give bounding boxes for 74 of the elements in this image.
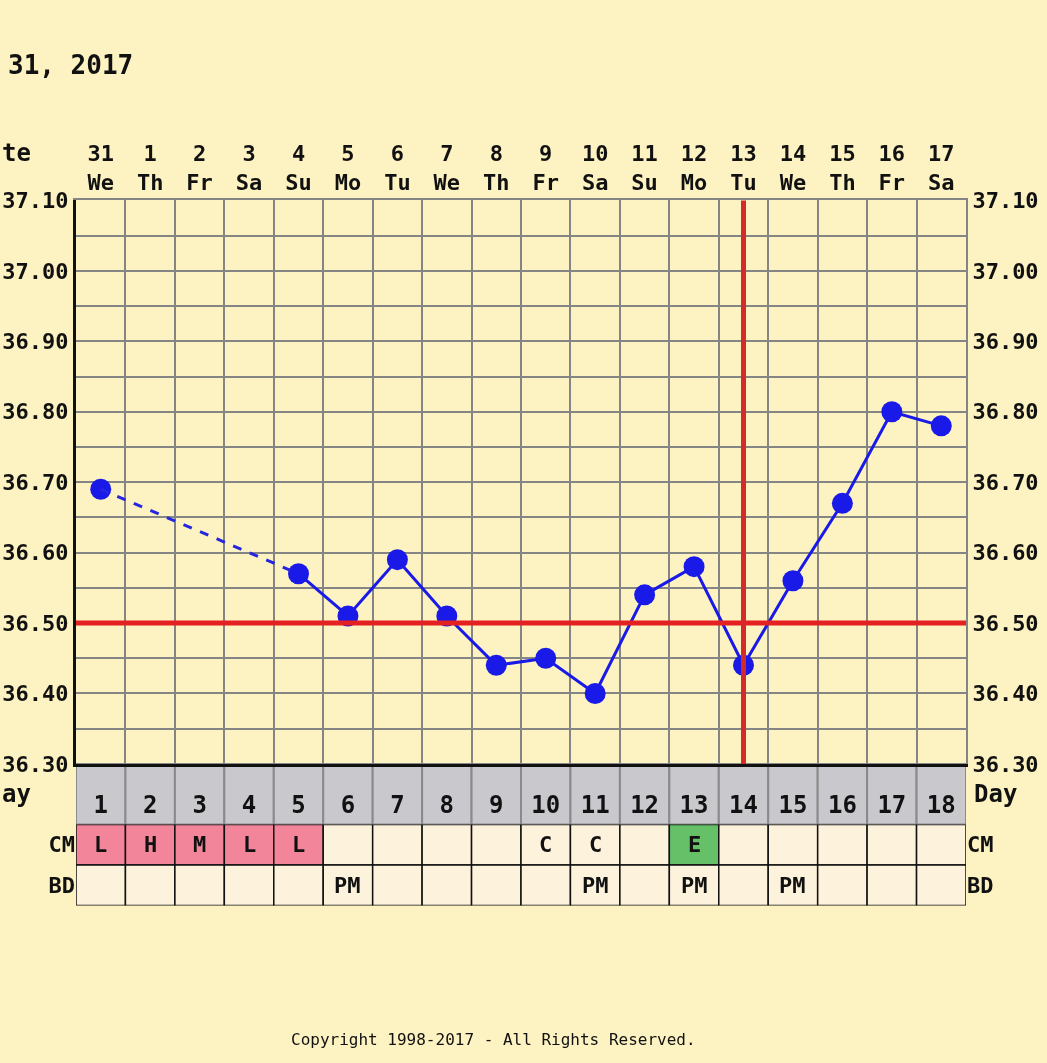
text: PM: [334, 873, 361, 898]
chart-title: 31, 2017: [8, 50, 134, 81]
x2-tick-label: 8: [439, 790, 455, 819]
text: PM: [779, 873, 806, 898]
x2-tick-label: 1: [93, 790, 108, 819]
x-tick-label: 1 Th: [136, 141, 164, 195]
x2-tick-label: 13: [679, 790, 709, 819]
x2-tick-label: 3: [192, 790, 207, 819]
x2-tick-label: 10: [531, 790, 561, 819]
x2-tick-label: 11: [580, 790, 610, 819]
point: [831, 492, 853, 514]
text: L: [292, 832, 306, 857]
y-tick-label: 37.10: [2, 188, 69, 214]
y-tick-label: 36.50: [2, 610, 69, 636]
x2-tick-label: 7: [390, 790, 405, 819]
text: ay: [2, 780, 31, 808]
y-tick-label: 36.40: [2, 681, 69, 707]
text: C: [589, 832, 603, 857]
text: L: [94, 832, 108, 857]
x2-tick-label: 16: [827, 790, 857, 819]
point: [782, 570, 804, 592]
x-tick-label: 8 Th: [483, 141, 510, 195]
x-tick-label: 16 Fr: [878, 141, 906, 195]
x2-tick-label: 6: [340, 790, 356, 819]
text: E: [688, 832, 702, 857]
x2-tick-label: 5: [291, 790, 306, 819]
text: C: [539, 832, 553, 857]
x-tick-label: 7 We: [433, 141, 461, 195]
x2-tick-label: 4: [241, 790, 257, 819]
text: PM: [681, 873, 708, 898]
text: M: [193, 832, 207, 857]
x-tick-label: 14 We: [779, 141, 807, 195]
x-tick-label: 15 Th: [829, 141, 856, 195]
text: PM: [582, 873, 609, 898]
y-tick-label: 36.60: [2, 540, 69, 566]
x-tick-label: 10 Sa: [581, 141, 609, 195]
x2-tick-label: 14: [729, 790, 758, 819]
x2-tick-label: 12: [630, 790, 660, 819]
point: [634, 584, 656, 606]
x-tick-label: 13 Tu: [730, 141, 757, 195]
point: [288, 563, 309, 585]
y-tick-label: 36.80: [2, 399, 69, 425]
text: L: [243, 832, 257, 857]
x2-tick-label: 18: [926, 790, 956, 819]
x2-tick-label: 17: [877, 790, 907, 819]
point: [535, 647, 557, 669]
x-tick-label: 4 Su: [285, 141, 312, 195]
x2-tick-label: 2: [142, 790, 158, 819]
x2-tick-label: 9: [489, 790, 504, 819]
point: [683, 556, 705, 578]
x-tick-label: 12 Mo: [680, 141, 708, 195]
y-tick-label: 36.70: [2, 469, 69, 495]
point: [881, 401, 903, 423]
y-tick-label: 37.00: [2, 258, 69, 284]
x2-axis-title: Day: [974, 780, 1018, 808]
text: Copyright 1998-2017 - All Rights Reserved.: [291, 1030, 696, 1049]
x-tick-label: 31 We: [87, 141, 114, 195]
x-tick-label: 11 Su: [631, 141, 658, 195]
x2-tick-label: 15: [778, 790, 808, 819]
x-tick-label: 3 Sa: [235, 141, 263, 195]
x-axis-title: te: [2, 139, 31, 167]
text: H: [144, 832, 158, 857]
y-tick-label: 36.90: [2, 329, 69, 355]
point: [930, 415, 952, 437]
x-tick-label: 5 Mo: [334, 141, 362, 195]
point: [584, 682, 606, 704]
x-tick-label: 9 Fr: [532, 141, 559, 195]
x-tick-label: 6 Tu: [384, 141, 411, 195]
point: [90, 478, 112, 500]
point: [386, 549, 408, 571]
point: [485, 654, 507, 676]
x-tick-label: 17 Sa: [928, 141, 955, 195]
x-tick-label: 2 Fr: [186, 141, 213, 195]
y-tick-label: 36.30: [2, 751, 69, 777]
